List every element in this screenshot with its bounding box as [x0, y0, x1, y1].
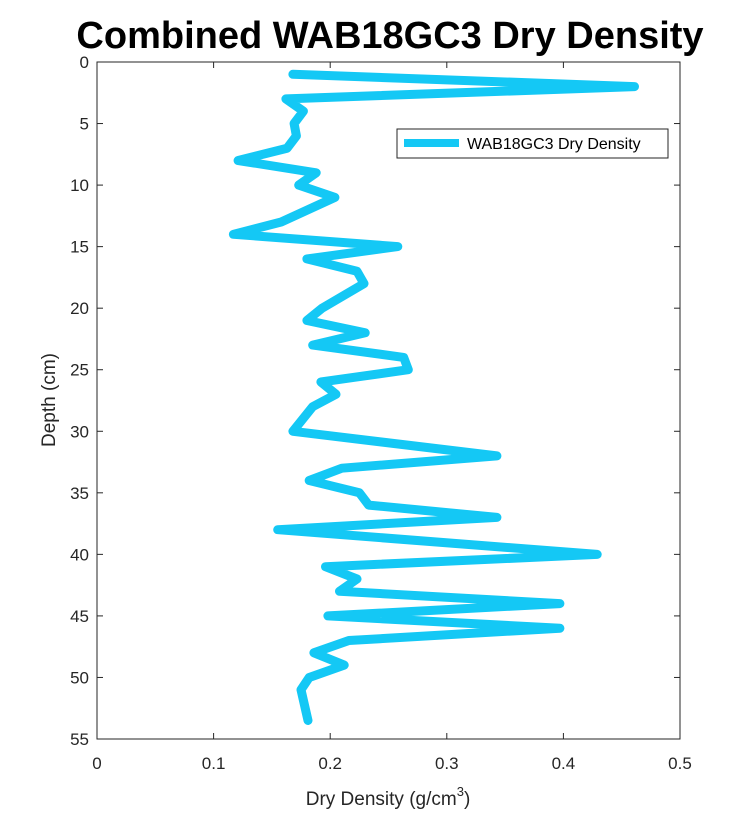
plot-area — [96, 61, 681, 740]
legend-label: WAB18GC3 Dry Density — [467, 136, 641, 153]
y-axis: 0 5 10 15 20 25 30 35 40 45 50 55 — [70, 53, 680, 749]
y-tick-label: 35 — [70, 484, 89, 503]
legend: WAB18GC3 Dry Density — [396, 128, 669, 159]
y-tick-label: 20 — [70, 299, 89, 318]
y-tick-label: 45 — [70, 607, 89, 626]
y-tick-label: 15 — [70, 238, 89, 257]
y-tick-label: 25 — [70, 361, 89, 380]
x-tick-label: 0.5 — [668, 754, 692, 773]
x-tick-label: 0.2 — [318, 754, 342, 773]
y-axis-title: Depth (cm) — [39, 353, 60, 447]
x-axis-title: Dry Density (g/cm3) — [306, 784, 471, 810]
series-layer — [228, 69, 639, 725]
x-tick-label: 0.1 — [202, 754, 226, 773]
x-axis-title-superscript: 3 — [457, 784, 464, 799]
series-line — [228, 69, 639, 725]
x-tick-label: 0.4 — [552, 754, 576, 773]
x-tick-label: 0 — [92, 754, 101, 773]
y-tick-label: 0 — [80, 53, 89, 72]
y-tick-label: 50 — [70, 668, 89, 687]
x-tick-label: 0.3 — [435, 754, 459, 773]
y-tick-label: 30 — [70, 422, 89, 441]
y-tick-label: 55 — [70, 730, 89, 749]
chart-title: Combined WAB18GC3 Dry Density — [76, 15, 703, 57]
y-tick-label: 40 — [70, 545, 89, 564]
y-tick-label: 5 — [80, 115, 89, 134]
y-tick-label: 10 — [70, 176, 89, 195]
x-axis: 0 0.1 0.2 0.3 0.4 0.5 — [92, 62, 692, 773]
x-axis-title-main: Dry Density (g/cm — [306, 789, 457, 810]
x-axis-title-suffix: ) — [464, 789, 470, 810]
